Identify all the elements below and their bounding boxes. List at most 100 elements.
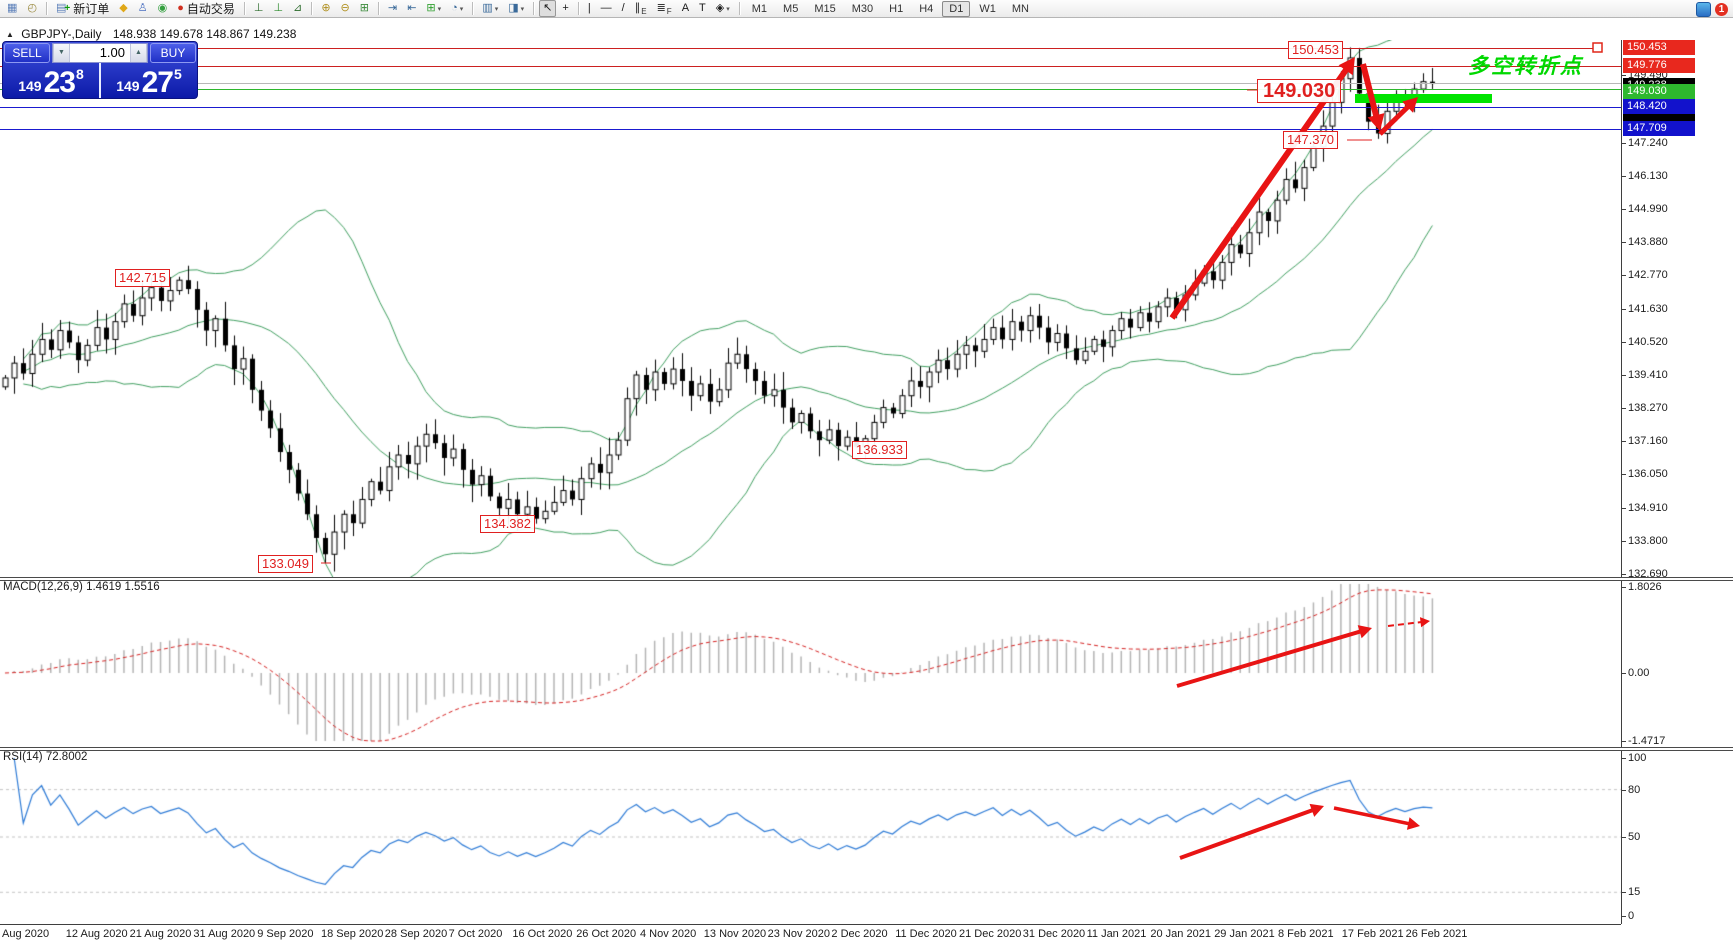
cursor-button[interactable]: ↖: [539, 0, 557, 17]
autotrading-button[interactable]: ● 自动交易: [173, 0, 239, 17]
axis-tick-label: 80: [1620, 784, 1641, 796]
bid-big-digits: 23: [43, 66, 76, 99]
trendline-icon: /: [621, 2, 625, 14]
community-icon[interactable]: [1696, 2, 1711, 17]
text-button[interactable]: A: [678, 0, 693, 17]
templates-button[interactable]: ▥ ▾: [478, 0, 502, 17]
toolbar-separator: [738, 2, 740, 15]
level-line-149.238[interactable]: [0, 83, 1621, 84]
auto-scroll-button[interactable]: ⇥: [384, 0, 401, 17]
price-axis-line: [1621, 40, 1622, 924]
fibonacci-button[interactable]: ≣ F: [653, 0, 676, 17]
date-label: 26 Oct 2020: [576, 928, 637, 940]
dropdown-caret-icon: ▾: [459, 5, 464, 13]
text-label-icon: T: [699, 2, 706, 14]
indicators-button[interactable]: ⊞ ▾: [422, 0, 445, 17]
zoom-in-button[interactable]: ⊕: [317, 0, 334, 17]
vertical-line-button[interactable]: |: [584, 0, 595, 17]
arrows-button[interactable]: ◈ ▾: [712, 0, 734, 17]
date-label: 31 Aug 2020: [193, 928, 256, 940]
line-chart-button[interactable]: ⊿: [289, 0, 306, 17]
rsi-pane-divider[interactable]: [0, 747, 1733, 751]
level-line-147.709[interactable]: [0, 128, 1621, 130]
tile-windows-button[interactable]: ⊞: [356, 0, 373, 17]
global-variables-button[interactable]: ♙: [134, 0, 152, 17]
timeframe-w1[interactable]: W1: [979, 2, 996, 15]
toolbar-separator: [577, 2, 579, 15]
text-label-button[interactable]: T: [695, 0, 710, 17]
timeframe-m30[interactable]: M30: [851, 2, 874, 15]
crosshair-button[interactable]: +: [558, 0, 572, 17]
global-variables-icon: ♙: [137, 2, 148, 14]
timeframe-m5[interactable]: M5: [783, 2, 799, 15]
level-line-150.453[interactable]: [0, 47, 1593, 49]
window-status-icons: 1: [1696, 2, 1728, 17]
date-label: 21 Dec 2020: [959, 928, 1022, 940]
timeframe-m1[interactable]: M1: [751, 2, 768, 15]
axis-tick-label: 141.630: [1621, 302, 1668, 315]
date-label: 11 Jan 2021: [1086, 928, 1147, 940]
main-chart-canvas[interactable]: [0, 40, 1621, 577]
level-line-149.776[interactable]: [0, 66, 1621, 68]
chart-profiles-button[interactable]: ◴: [23, 0, 41, 17]
level-line-148.420[interactable]: [0, 106, 1621, 108]
history-center-button[interactable]: ◆: [115, 0, 131, 17]
volume-decrease-icon[interactable]: ▼: [53, 44, 70, 62]
toolbar-separator: [472, 2, 474, 15]
panel-collapse-icon[interactable]: ▲: [6, 30, 14, 39]
macd-pane-canvas[interactable]: [0, 581, 1621, 745]
bid-price[interactable]: 149 23 8: [3, 63, 101, 98]
axis-tick-label: 139.410: [1621, 368, 1668, 381]
chart-shift-button[interactable]: ⇤: [403, 0, 420, 17]
dropdown-caret-icon: ▾: [520, 5, 525, 13]
rsi-pane-canvas[interactable]: [0, 751, 1621, 923]
support-highlight-band[interactable]: [1355, 94, 1492, 103]
date-label: 9 Sep 2020: [257, 928, 314, 940]
buy-button[interactable]: BUY: [150, 43, 196, 63]
tile-windows-icon: ⊞: [359, 2, 369, 14]
axis-tick-label: 142.770: [1621, 269, 1668, 282]
new-order-icon: ▤: [56, 2, 67, 14]
axis-tick-label: 1.8026: [1621, 581, 1662, 593]
new-order-button[interactable]: ▤ + 新订单: [52, 0, 113, 17]
timeframe-d1[interactable]: D1: [942, 0, 971, 17]
timeframe-m15[interactable]: M15: [814, 2, 836, 15]
zoom-out-button[interactable]: ⊖: [337, 0, 354, 17]
channel-icon-letter: E: [641, 7, 647, 16]
bar-chart-button[interactable]: ⊥: [250, 0, 268, 17]
ohlc-values: 148.938 149.678 148.867 149.238: [112, 27, 297, 41]
periods-button[interactable]: ◔ ▾: [447, 0, 467, 17]
window-list-button[interactable]: ◨ ▾: [504, 0, 528, 17]
zoom-out-icon: ⊖: [340, 2, 350, 14]
date-label: 18 Sep 2020: [321, 928, 384, 940]
price-annotation: 142.715: [115, 269, 170, 287]
price-badge: 147.709: [1623, 120, 1695, 136]
candlestick-chart-icon: ⊥: [273, 2, 284, 14]
date-label: 20 Jan 2021: [1150, 928, 1211, 940]
channel-button[interactable]: ∥ E: [631, 0, 651, 17]
notification-badge[interactable]: 1: [1715, 3, 1728, 16]
horizontal-line-icon: —: [600, 2, 612, 14]
macd-pane-divider[interactable]: [0, 577, 1733, 581]
arrows-icon: ◈: [715, 2, 725, 14]
timeframe-h1[interactable]: H1: [889, 2, 904, 15]
timeframe-mn[interactable]: MN: [1011, 2, 1029, 15]
date-label: 28 Sep 2020: [384, 928, 448, 940]
new-chart-button[interactable]: ▦: [3, 0, 21, 17]
ask-price[interactable]: 149 27 5: [101, 63, 197, 98]
sell-button[interactable]: SELL: [4, 43, 50, 63]
trendline-button[interactable]: /: [618, 0, 629, 17]
level-line-149.030[interactable]: [0, 89, 1621, 90]
horizontal-line-button[interactable]: —: [597, 0, 616, 17]
candlestick-chart-button[interactable]: ⊥: [270, 0, 288, 17]
volume-increase-icon[interactable]: ▲: [130, 44, 147, 62]
timeframe-h4[interactable]: H4: [919, 2, 934, 15]
axis-tick-label: 0.00: [1620, 667, 1650, 679]
toolbar-separator: [311, 2, 313, 15]
signals-button[interactable]: ◉: [154, 0, 172, 17]
date-label: 17 Feb 2021: [1341, 928, 1404, 940]
toolbar: ▦ ◴ ▤ + 新订单 ◆ ♙ ◉ ● 自动交易 ⊥ ⊥ ⊿ ⊕ ⊖ ⊞ ⇥ ⇤ ⊞ ▾ ◔ ▾ ▥ ▾ ◨ ▾ ↖ + | — / ∥ E ≣ F…: [0, 0, 1733, 18]
volume-value[interactable]: 1.00: [99, 45, 125, 60]
chart-profiles-icon: ◴: [27, 2, 38, 14]
